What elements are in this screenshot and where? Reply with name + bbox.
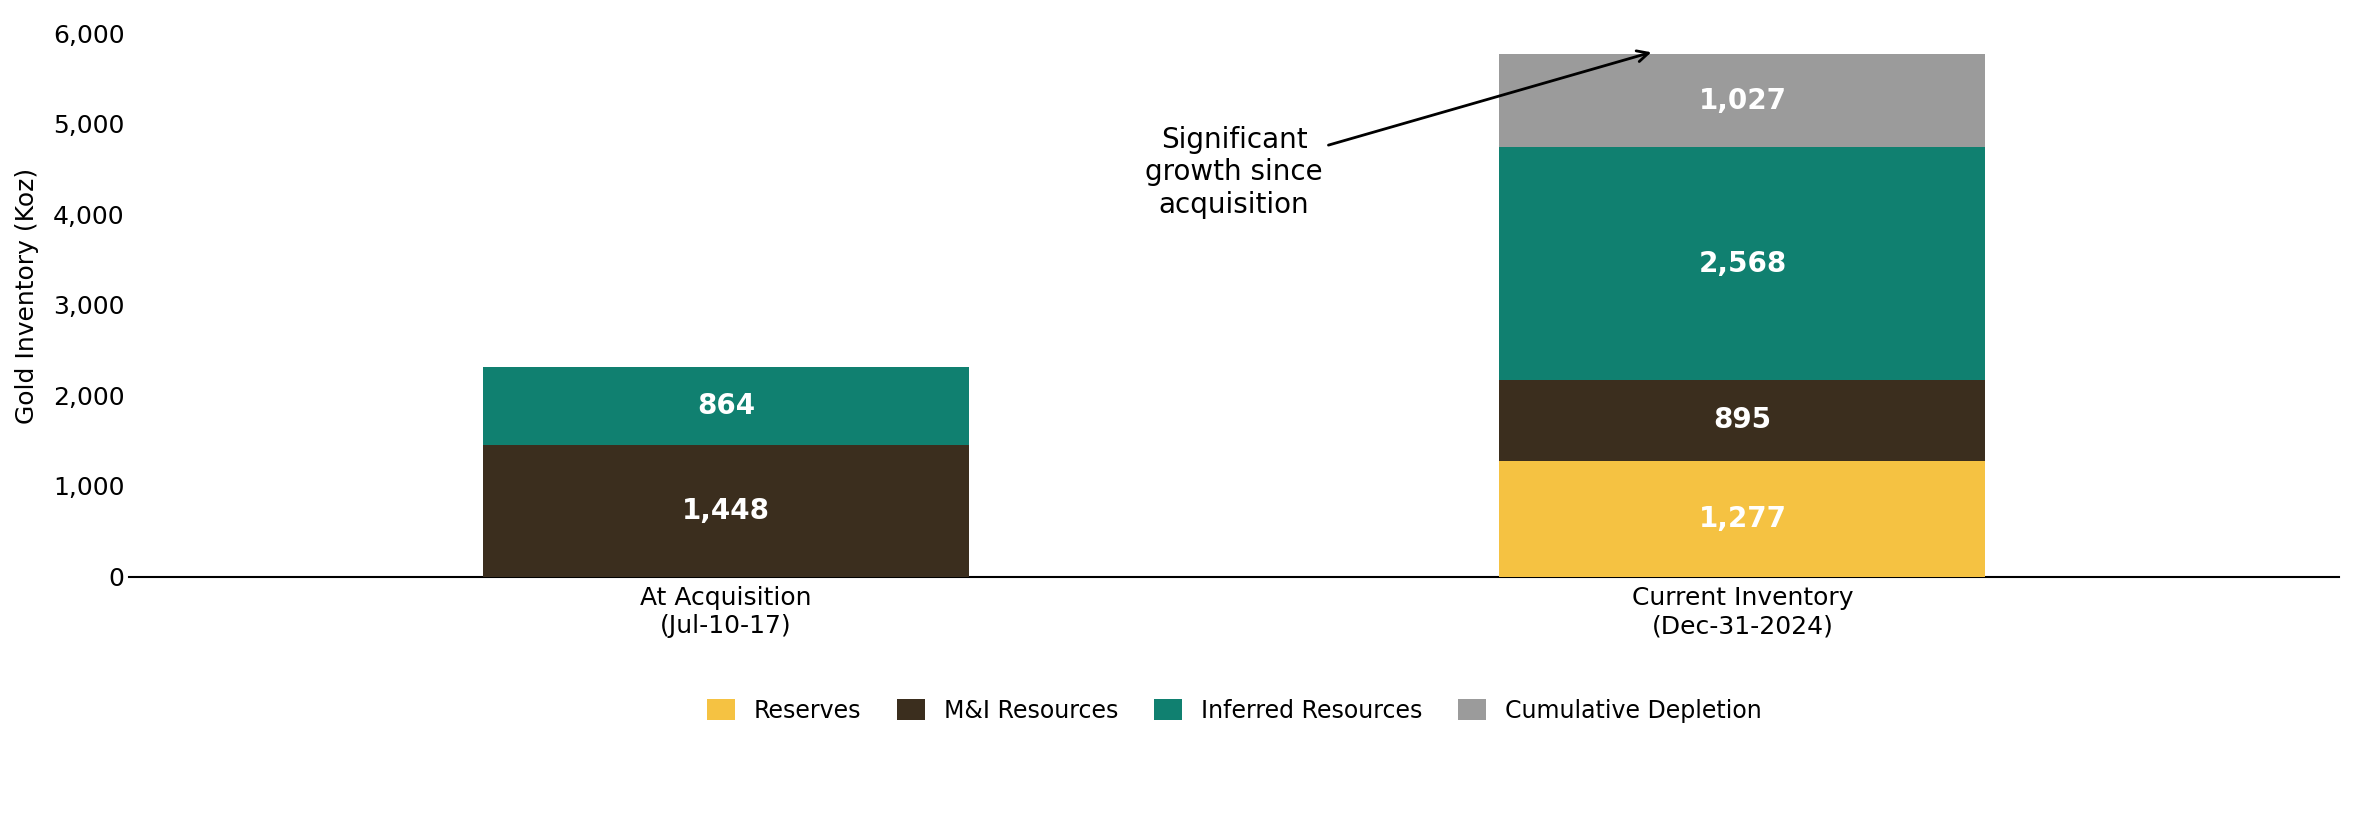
- Text: 2,568: 2,568: [1697, 250, 1787, 278]
- Bar: [1499, 461, 1984, 576]
- Bar: [483, 446, 970, 576]
- Text: 1,027: 1,027: [1697, 87, 1787, 115]
- Bar: [1499, 380, 1984, 461]
- Bar: [1499, 55, 1984, 147]
- Y-axis label: Gold Inventory (Koz): Gold Inventory (Koz): [14, 168, 40, 423]
- Text: 1,448: 1,448: [683, 497, 770, 525]
- Text: Significant
growth since
acquisition: Significant growth since acquisition: [1146, 50, 1648, 218]
- Text: 864: 864: [697, 392, 756, 420]
- Legend: Reserves, M&I Resources, Inferred Resources, Cumulative Depletion: Reserves, M&I Resources, Inferred Resour…: [697, 690, 1770, 732]
- Text: 895: 895: [1714, 406, 1773, 434]
- Text: 1,277: 1,277: [1697, 504, 1787, 533]
- Bar: [483, 367, 970, 446]
- Bar: [1499, 147, 1984, 380]
